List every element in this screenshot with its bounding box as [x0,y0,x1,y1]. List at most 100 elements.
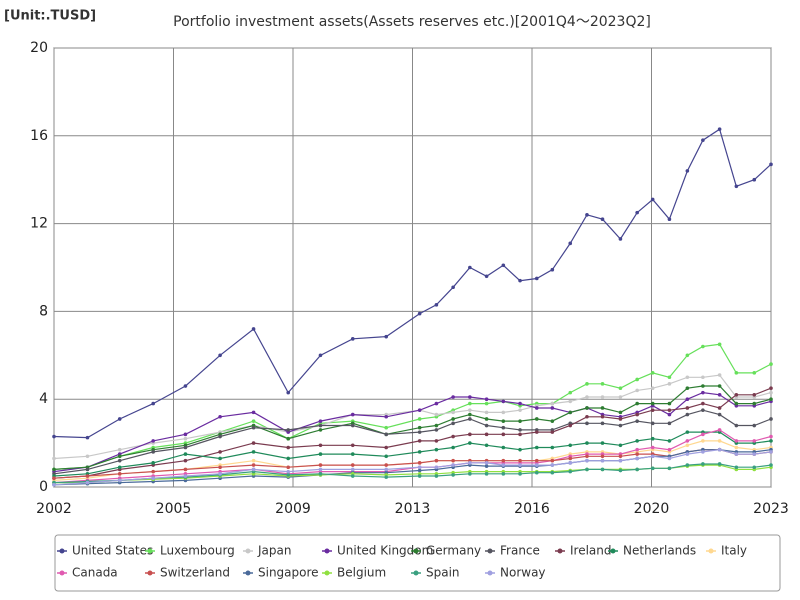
point [85,435,90,440]
point [518,428,522,432]
point [685,463,690,467]
point [151,439,155,443]
point [484,464,489,468]
point [117,478,122,483]
legend-marker [610,548,616,554]
legend-marker [324,570,330,576]
point [350,443,355,448]
point [734,393,739,397]
legend-marker [324,548,330,554]
point [384,445,389,450]
unit-label: [Unit:.TUSD] [4,9,96,24]
point [318,443,323,448]
point [568,390,573,395]
point [769,439,773,443]
point [769,362,773,366]
point [434,474,439,478]
point [417,417,422,421]
point [251,441,256,445]
point [667,456,672,461]
point [417,461,422,465]
point [568,399,573,404]
point [484,461,489,465]
point [650,436,655,441]
point [518,401,522,406]
point [518,432,522,437]
y-tick-label: 16 [30,128,48,144]
point [468,408,472,412]
point [752,393,757,397]
point [451,473,455,477]
point [417,465,422,470]
point [350,412,355,417]
point [650,445,655,450]
point [183,452,188,456]
x-tick-label: 2005 [156,501,192,517]
point [484,417,489,421]
point [734,184,739,189]
point [650,197,655,202]
point [501,419,506,423]
point [769,162,773,167]
point [318,452,323,456]
point [667,466,672,471]
point [667,439,672,443]
point [701,450,705,454]
point [717,406,722,410]
point [550,445,555,450]
point [286,390,291,395]
point [286,469,291,474]
point [600,458,605,463]
point [752,177,757,182]
point [534,430,539,434]
point [701,462,705,466]
point [667,375,672,380]
point [600,395,605,399]
point [52,483,56,487]
legend-marker [59,570,65,576]
legend-label: Japan [257,544,291,558]
point [534,406,539,410]
point [752,439,757,443]
point [568,241,573,246]
point [85,467,90,472]
point [434,412,439,417]
y-tick-label: 8 [39,303,48,319]
point [451,463,455,467]
legend-label: Switzerland [160,566,230,580]
point [635,467,639,472]
point [468,417,472,421]
legend-marker [245,548,251,554]
point [484,274,489,279]
point [717,428,722,432]
point [717,127,722,132]
point [151,469,155,474]
point [468,265,472,270]
point [752,465,757,470]
point [384,334,389,339]
point [286,473,291,477]
point [600,406,605,410]
legend-label: Ireland [570,544,612,558]
point [667,382,672,386]
legend-marker [413,570,419,576]
point [151,450,155,454]
point [286,465,291,470]
point [618,443,623,448]
point [769,386,773,391]
point [550,406,555,410]
point [251,327,256,331]
legend-label: Luxembourg [160,544,235,558]
point [251,458,256,463]
point [769,463,773,467]
point [717,462,722,466]
point [434,423,439,428]
point [635,439,639,443]
point [550,458,555,463]
point [600,414,605,419]
point [350,463,355,467]
point [769,450,773,454]
x-tick-label: 2002 [36,501,72,517]
point [417,439,422,443]
point [650,421,655,426]
